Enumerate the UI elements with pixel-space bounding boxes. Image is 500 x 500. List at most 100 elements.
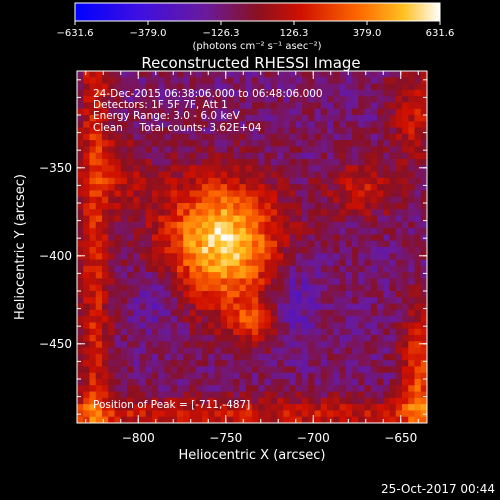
- heatmap-cell: [333, 184, 341, 192]
- heatmap-cell: [320, 152, 328, 160]
- heatmap-cell: [327, 328, 334, 336]
- heatmap-cell: [77, 165, 84, 173]
- heatmap-cell: [264, 196, 272, 204]
- heatmap-cell: [327, 234, 334, 242]
- heatmap-cell: [220, 385, 228, 393]
- heatmap-cell: [327, 309, 334, 317]
- heatmap-cell: [289, 309, 297, 317]
- heatmap-cell: [145, 303, 153, 311]
- heatmap-cell: [120, 416, 128, 423]
- heatmap-cell: [327, 360, 334, 368]
- heatmap-cell: [358, 140, 366, 148]
- heatmap-cell: [358, 133, 366, 141]
- heatmap-cell: [277, 171, 284, 179]
- heatmap-cell: [127, 265, 134, 273]
- heatmap-cell: [170, 140, 178, 148]
- heatmap-cell: [127, 127, 134, 135]
- heatmap-cell: [239, 385, 247, 393]
- heatmap-cell: [320, 391, 328, 399]
- heatmap-cell: [339, 190, 347, 198]
- heatmap-cell: [133, 416, 141, 423]
- heatmap-cell: [264, 284, 272, 292]
- heatmap-cell: [364, 234, 372, 242]
- heatmap-cell: [245, 309, 253, 317]
- heatmap-cell: [389, 133, 397, 141]
- heatmap-cell: [358, 385, 366, 393]
- heatmap-cell: [270, 328, 278, 336]
- heatmap-cell: [370, 77, 378, 85]
- heatmap-cell: [314, 215, 322, 223]
- heatmap-cell: [320, 240, 328, 248]
- heatmap-cell: [158, 159, 166, 166]
- heatmap-cell: [245, 247, 253, 254]
- heatmap-cell: [158, 203, 166, 210]
- heatmap-cell: [277, 397, 284, 405]
- heatmap-cell: [77, 209, 84, 217]
- heatmap-cell: [302, 140, 309, 148]
- heatmap-cell: [314, 115, 322, 122]
- heatmap-cell: [133, 146, 141, 154]
- heatmap-cell: [183, 259, 191, 267]
- heatmap-cell: [127, 253, 134, 261]
- heatmap-cell: [395, 102, 403, 110]
- heatmap-cell: [189, 171, 197, 179]
- heatmap-cell: [383, 379, 391, 386]
- heatmap-cell: [395, 347, 403, 355]
- heatmap-cell: [370, 341, 378, 349]
- heatmap-cell: [383, 247, 391, 254]
- heatmap-cell: [264, 177, 272, 185]
- heatmap-cell: [220, 322, 228, 330]
- heatmap-cell: [214, 391, 222, 399]
- heatmap-cell: [227, 221, 234, 229]
- heatmap-cell: [245, 115, 253, 122]
- heatmap-cell: [239, 404, 247, 412]
- heatmap-cell: [177, 102, 184, 110]
- heatmap-cell: [252, 108, 259, 116]
- heatmap-cell: [139, 152, 147, 160]
- heatmap-cell: [152, 83, 159, 91]
- heatmap-cell: [108, 171, 116, 179]
- heatmap-cell: [314, 146, 322, 154]
- heatmap-cell: [289, 247, 297, 254]
- heatmap-cell: [364, 291, 372, 298]
- heatmap-cell: [339, 228, 347, 236]
- heatmap-cell: [177, 190, 184, 198]
- heatmap-cell: [420, 278, 427, 286]
- heatmap-cell: [108, 291, 116, 298]
- heatmap-cell: [352, 77, 359, 85]
- heatmap-cell: [214, 397, 222, 405]
- heatmap-cell: [370, 177, 378, 185]
- heatmap-cell: [170, 272, 178, 280]
- heatmap-cell: [364, 410, 372, 418]
- heatmap-cell: [245, 215, 253, 223]
- heatmap-cell: [302, 177, 309, 185]
- heatmap-cell: [177, 291, 184, 298]
- heatmap-cell: [114, 190, 122, 198]
- heatmap-cell: [214, 404, 222, 412]
- heatmap-cell: [258, 259, 266, 267]
- heatmap-cell: [170, 303, 178, 311]
- heatmap-cell: [383, 240, 391, 248]
- heatmap-cell: [239, 353, 247, 361]
- heatmap-cell: [164, 316, 172, 324]
- heatmap-cell: [108, 165, 116, 173]
- heatmap-cell: [252, 341, 259, 349]
- heatmap-cell: [370, 366, 378, 374]
- heatmap-cell: [358, 410, 366, 418]
- heatmap-cell: [383, 108, 391, 116]
- heatmap-cell: [327, 284, 334, 292]
- heatmap-cell: [152, 108, 159, 116]
- heatmap-cell: [408, 366, 416, 374]
- heatmap-cell: [358, 203, 366, 210]
- heatmap-cell: [239, 165, 247, 173]
- heatmap-cell: [308, 89, 316, 97]
- heatmap-cell: [302, 303, 309, 311]
- heatmap-cell: [395, 322, 403, 330]
- heatmap-cell: [358, 71, 366, 78]
- heatmap-cell: [277, 121, 284, 129]
- heatmap-cell: [177, 108, 184, 116]
- heatmap-cell: [89, 71, 97, 78]
- heatmap-cell: [264, 77, 272, 85]
- heatmap-cell: [383, 152, 391, 160]
- heatmap-cell: [352, 353, 359, 361]
